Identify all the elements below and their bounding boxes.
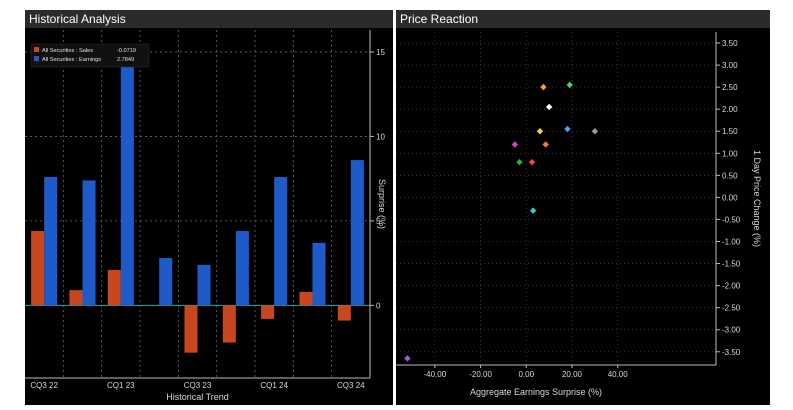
earnings-bar — [235, 231, 249, 306]
y-tick-label: 2.00 — [722, 105, 738, 114]
scatter-point — [528, 158, 536, 166]
sales-bar — [222, 305, 236, 343]
sales-bar — [184, 305, 198, 353]
y-tick-label: 0 — [376, 301, 381, 310]
x-axis-title: Historical Trend — [166, 392, 229, 402]
y-tick-label: -1.00 — [722, 238, 741, 247]
scatter-point — [529, 207, 537, 214]
y-tick-label: 5 — [376, 217, 381, 226]
x-axis-title: Aggregate Earnings Surprise (%) — [470, 387, 602, 397]
historical-analysis-header: Historical Analysis — [25, 10, 393, 28]
price-reaction-chart: 3.50 3.00 2.50 2.00 1.50 1.00 0.50 0.00 -0.50 -1.… — [396, 32, 762, 397]
y-tick-label: 1.00 — [722, 149, 738, 158]
sales-bar — [337, 305, 351, 321]
sales-bar — [261, 305, 275, 319]
sales-bar — [299, 291, 313, 306]
x-tick-label: 0.00 — [518, 370, 534, 379]
scatter-point — [536, 128, 544, 135]
scatter-point — [566, 81, 573, 89]
y-tick-label: 3.00 — [722, 61, 738, 70]
scatter-point — [404, 355, 411, 362]
historical-analysis-panel: Historical Analysis 0 5 10 15 Surprise (%) CQ… — [25, 10, 393, 405]
x-tick-label: 20.00 — [562, 370, 583, 379]
y-axis-title: Surprise (%) — [377, 179, 387, 229]
sales-bar — [31, 231, 45, 306]
price-reaction-title: Price Reaction — [400, 12, 479, 26]
y-tick-label: -0.50 — [722, 215, 741, 224]
legend-value: 2.7849 — [117, 57, 134, 63]
y-tick-label: -1.50 — [722, 260, 741, 269]
y-tick-label: 10 — [376, 132, 385, 141]
y-tick-label: -2.50 — [722, 304, 741, 313]
legend-label: All Securities : Sales — [42, 48, 93, 54]
price-reaction-panel: Price Reaction 3.50 3.00 2.50 2.00 1.50 1.00 0… — [396, 10, 770, 405]
legend-swatch — [34, 56, 39, 61]
legend-label: All Securities : Earnings — [42, 57, 101, 63]
price-reaction-header: Price Reaction — [396, 10, 770, 28]
y-tick-label: 3.50 — [722, 39, 738, 48]
sales-bar — [107, 269, 121, 306]
y-tick-label: -3.00 — [722, 326, 741, 335]
scatter-point — [545, 103, 553, 111]
scatter-point — [542, 141, 549, 148]
earnings-bar — [350, 160, 364, 306]
x-tick-label: CQ3 23 — [184, 381, 212, 390]
earnings-bar — [274, 176, 288, 306]
y-tick-label: -3.50 — [722, 348, 741, 357]
y-tick-label: 0.50 — [722, 171, 738, 180]
y-tick-label: 0.00 — [722, 193, 738, 202]
historical-analysis-chart: 0 5 10 15 Surprise (%) CQ3 22 CQ1 23 CQ3 23 CQ1 … — [25, 30, 387, 402]
y-tick-label: 1.50 — [722, 127, 738, 136]
x-tick-label: CQ3 22 — [30, 381, 58, 390]
earnings-bar — [159, 258, 173, 306]
y-axis-title: 1 Day Price Change (%) — [752, 150, 762, 247]
x-tick-label: -40.00 — [424, 370, 447, 379]
earnings-bar — [82, 180, 96, 306]
scatter-point — [516, 158, 523, 166]
earnings-bar — [120, 62, 134, 306]
legend-swatch — [34, 47, 39, 52]
sales-bar — [69, 290, 83, 306]
x-tick-label: 40.00 — [608, 370, 629, 379]
scatter-point — [564, 125, 571, 133]
scatter-point — [511, 141, 519, 148]
earnings-bar — [197, 264, 211, 306]
earnings-bar — [44, 176, 58, 306]
legend-box — [30, 43, 150, 68]
y-tick-label: 2.50 — [722, 83, 738, 92]
x-tick-label: CQ1 23 — [107, 381, 135, 390]
earnings-bar — [312, 242, 326, 306]
x-tick-label: CQ1 24 — [260, 381, 288, 390]
historical-analysis-title: Historical Analysis — [29, 12, 126, 26]
y-tick-label: -2.00 — [722, 282, 741, 291]
scatter-point — [540, 83, 547, 91]
scatter-point — [591, 128, 599, 135]
y-tick-label: 15 — [376, 48, 385, 57]
x-tick-label: CQ3 24 — [337, 381, 365, 390]
legend-value: -0.0719 — [117, 48, 136, 54]
x-tick-label: -20.00 — [469, 370, 492, 379]
